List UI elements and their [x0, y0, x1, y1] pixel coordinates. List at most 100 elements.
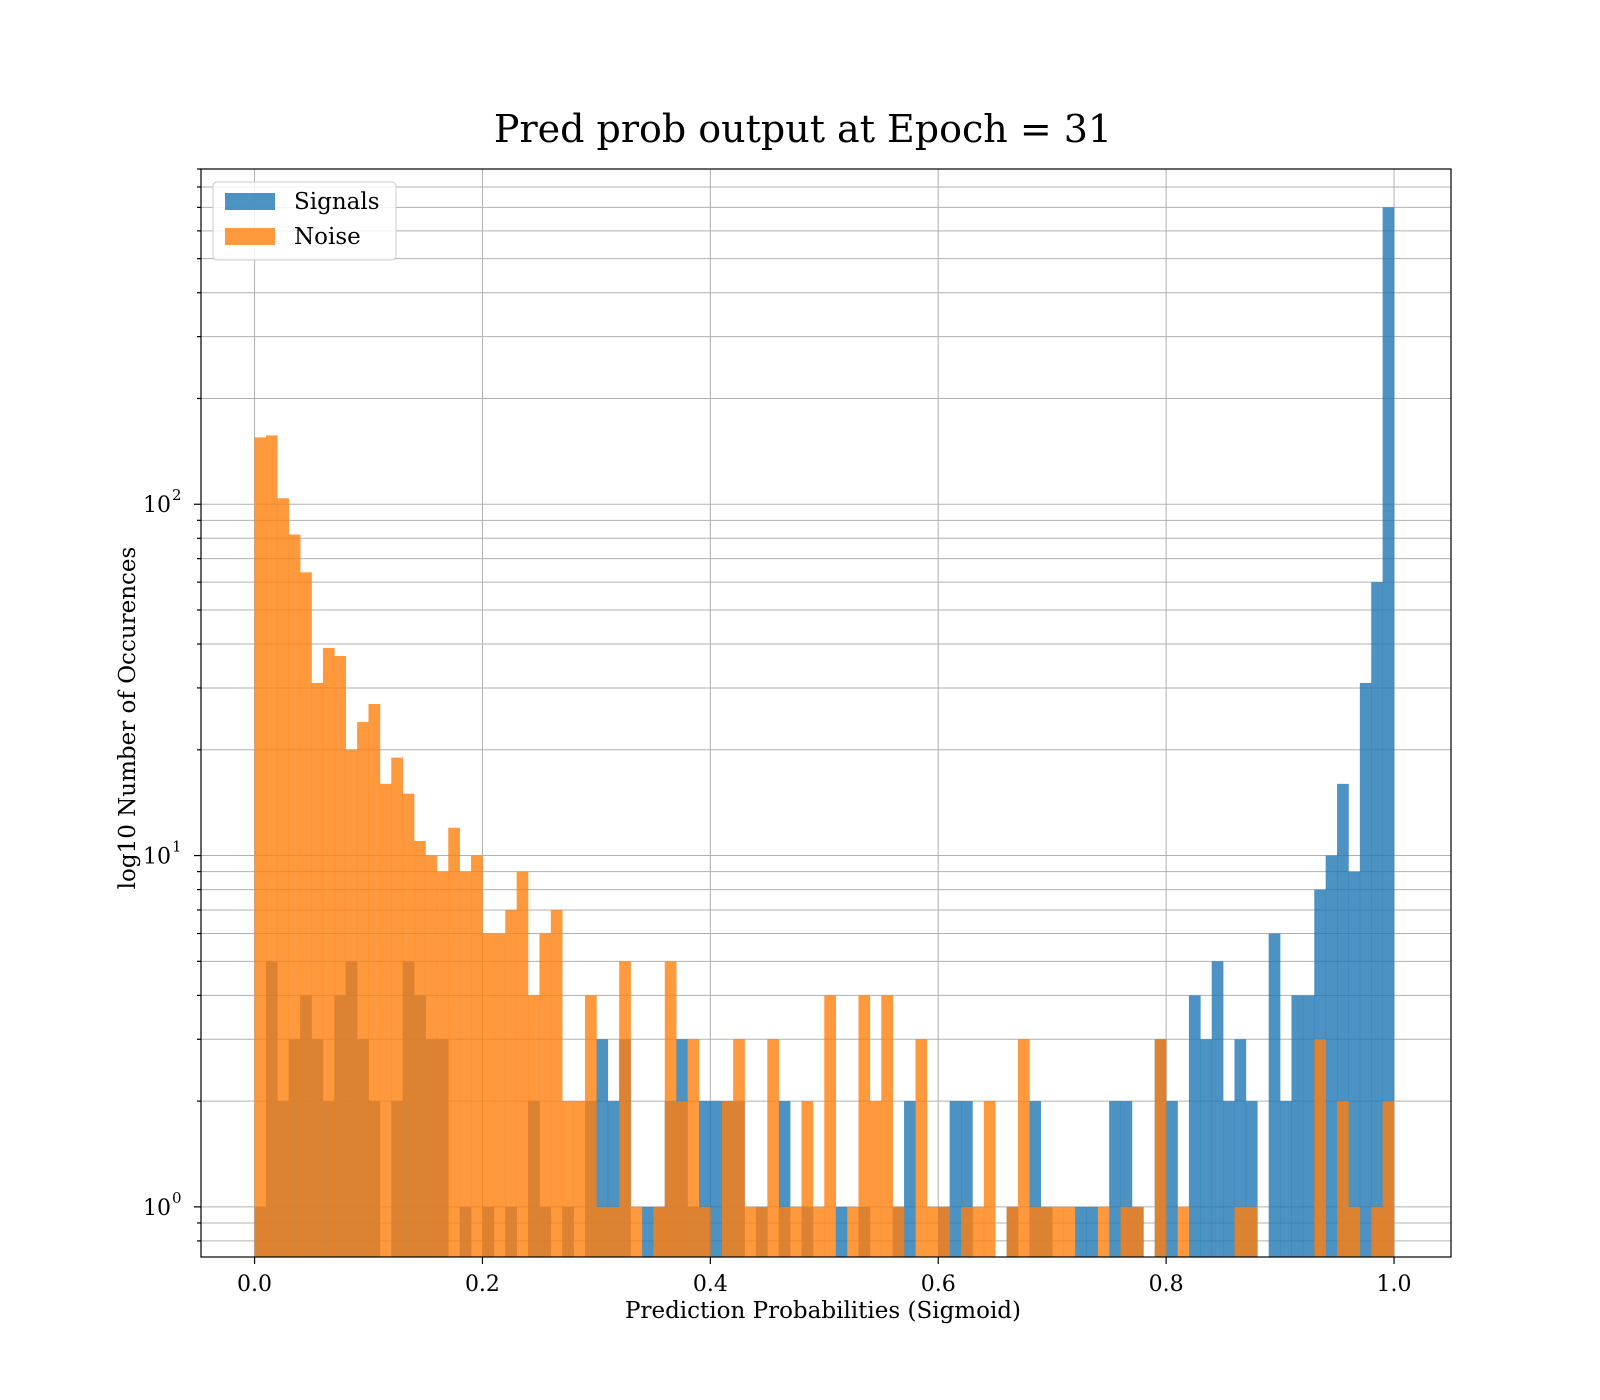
y-tick-label: 10 — [143, 845, 171, 870]
noise-bar — [1154, 1039, 1167, 1257]
noise-bar — [402, 793, 415, 1257]
noise-bar — [1234, 1206, 1247, 1257]
noise-bar — [1006, 1206, 1019, 1257]
noise-bar — [1040, 1206, 1053, 1257]
signals-bar — [961, 1101, 973, 1257]
noise-bar — [1120, 1206, 1133, 1257]
signals-bar — [835, 1206, 848, 1257]
signals-bar — [641, 1206, 654, 1257]
noise-bar — [972, 1206, 985, 1257]
signals-bar — [1188, 995, 1201, 1257]
noise-bar — [1245, 1206, 1258, 1257]
noise-bar — [516, 871, 529, 1257]
noise-legend-swatch — [225, 228, 275, 245]
legend: Signals Noise — [212, 181, 397, 261]
noise-bar — [277, 498, 290, 1257]
signals-bar — [1086, 1206, 1099, 1257]
signals-bar — [1223, 1101, 1235, 1257]
histogram-bars — [254, 207, 1395, 1258]
y-tick-exponent: 2 — [172, 486, 182, 504]
noise-bar — [1371, 1206, 1383, 1257]
noise-bar — [653, 1206, 666, 1257]
noise-bar — [288, 534, 301, 1257]
noise-bar — [869, 1101, 882, 1257]
noise-bar — [619, 961, 631, 1257]
x-tick-label: 0.6 — [921, 1272, 956, 1297]
noise-bar — [915, 1039, 928, 1257]
noise-bar — [607, 1206, 620, 1257]
signals-bar — [698, 1101, 711, 1257]
y-tick-exponent: 1 — [172, 838, 182, 856]
signals-legend-label: Signals — [294, 189, 380, 215]
noise-bar — [471, 855, 483, 1257]
noise-bar — [448, 827, 460, 1257]
noise-bar — [528, 995, 540, 1257]
noise-bar — [926, 1206, 939, 1257]
signals-bar — [1280, 1101, 1292, 1257]
noise-bar — [414, 841, 426, 1257]
noise-bar — [596, 1206, 609, 1257]
signals-bar — [1291, 995, 1304, 1257]
signals-bar — [607, 1101, 620, 1257]
noise-bar — [881, 995, 893, 1257]
noise-bar — [1131, 1206, 1144, 1257]
noise-bar — [983, 1101, 996, 1257]
noise-bar — [334, 655, 347, 1257]
noise-bar — [790, 1206, 802, 1257]
signals-bar — [904, 1101, 916, 1257]
noise-bar — [664, 961, 677, 1257]
noise-bar — [1097, 1206, 1110, 1257]
noise-bar — [778, 1206, 791, 1257]
noise-bar — [961, 1206, 973, 1257]
noise-bar — [505, 909, 517, 1257]
noise-bar — [300, 572, 312, 1257]
noise-bar — [630, 1206, 643, 1257]
signals-bar — [1382, 207, 1395, 1258]
noise-bar — [573, 1101, 586, 1257]
x-tick-label: 0.8 — [1149, 1272, 1184, 1297]
noise-bar — [550, 909, 563, 1257]
noise-bar — [721, 1101, 734, 1257]
plot-frame — [200, 168, 1452, 1258]
noise-bar — [562, 1101, 574, 1257]
signals-bar — [1200, 1039, 1213, 1257]
noise-bar — [1177, 1206, 1190, 1257]
noise-bar — [391, 757, 403, 1257]
noise-bar — [687, 1039, 700, 1257]
y-tick-label: 10 — [143, 1196, 171, 1221]
signals-bar — [778, 1101, 791, 1257]
noise-bar — [755, 1206, 768, 1257]
noise-bar — [698, 1206, 711, 1257]
noise-bar — [425, 855, 438, 1257]
signals-bar — [1337, 783, 1349, 1257]
signals-bar — [1325, 855, 1338, 1257]
signals-bar — [1348, 871, 1361, 1257]
noise-bar — [1337, 1101, 1349, 1257]
signals-bar — [1371, 582, 1383, 1257]
noise-bar — [1063, 1206, 1076, 1257]
noise-bar — [493, 933, 506, 1257]
noise-bar — [322, 647, 335, 1257]
signals-bar — [1074, 1206, 1087, 1257]
signals-bar — [1029, 1101, 1042, 1257]
noise-bar — [357, 721, 369, 1257]
noise-legend-label: Noise — [294, 224, 361, 250]
noise-bar — [892, 1206, 905, 1257]
noise-bar — [744, 1206, 757, 1257]
signals-bar — [1211, 961, 1224, 1257]
noise-bar — [801, 1101, 814, 1257]
noise-bar — [539, 933, 552, 1257]
noise-bar — [733, 1039, 745, 1257]
noise-bar — [1348, 1206, 1361, 1257]
x-axis-label: Prediction Probabilities (Sigmoid) — [625, 1298, 1021, 1324]
signals-legend-swatch — [225, 193, 275, 210]
noise-bar — [345, 749, 358, 1257]
signals-bar — [596, 1039, 609, 1257]
noise-bar — [436, 871, 449, 1257]
x-tick-label: 0.4 — [693, 1272, 728, 1297]
noise-bar — [938, 1206, 950, 1257]
signals-bar — [1245, 1101, 1258, 1257]
noise-bar — [379, 783, 392, 1257]
